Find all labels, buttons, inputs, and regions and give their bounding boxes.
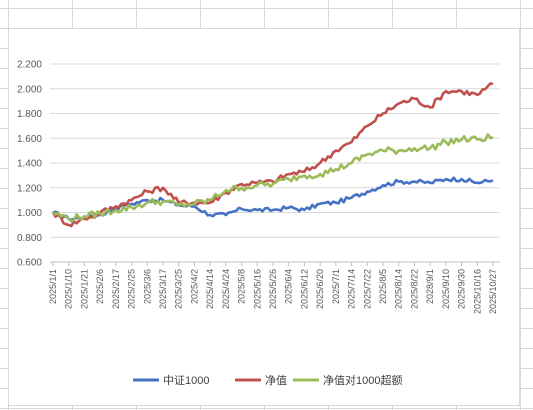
legend-label-2: 净值对1000超额 — [323, 373, 402, 387]
y-tick-label: 1.400 — [17, 159, 42, 170]
x-tick-label: 2025/10/16 — [472, 269, 482, 314]
x-tick-label: 2025/8/14 — [394, 269, 404, 309]
y-tick-label: 0.800 — [17, 233, 42, 244]
x-tick-label: 2025/9/30 — [457, 269, 467, 309]
x-tick-label: 2025/2/25 — [127, 269, 137, 309]
x-tick-label: 2025/3/17 — [158, 269, 168, 309]
y-tick-label: 1.800 — [17, 109, 42, 120]
y-tick-label: 1.600 — [17, 134, 42, 145]
x-tick-label: 2025/6/4 — [284, 269, 294, 304]
gridlines — [50, 63, 500, 263]
x-tick-label: 2025/3/6 — [142, 269, 152, 304]
series-line-2 — [52, 133, 494, 223]
legend-label-1: 净值 — [265, 373, 287, 387]
y-axis-ticks: 0.600 0.800 1.000 1.200 1.400 1.600 1.800 2.000… — [17, 60, 42, 269]
x-axis-ticks: 2025/1/1 2025/1/10 2025/1/21 2025/2/6 2025/2… — [48, 261, 500, 314]
x-tick-label: 2025/4/24 — [221, 269, 231, 309]
x-tick-label: 2025/5/26 — [268, 269, 278, 309]
y-tick-label: 2.200 — [17, 60, 42, 71]
x-tick-label: 2025/7/1 — [331, 269, 341, 304]
y-tick-label: 1.200 — [17, 183, 42, 194]
x-tick-label: 2025/6/20 — [315, 269, 325, 309]
x-tick-label: 2025/2/6 — [95, 269, 105, 304]
x-tick-label: 2025/4/14 — [205, 269, 215, 309]
x-tick-label: 2025/10/27 — [488, 269, 498, 314]
x-tick-label: 2025/7/22 — [362, 269, 372, 309]
x-tick-label: 2025/8/5 — [378, 269, 388, 304]
x-tick-label: 2025/4/2 — [189, 269, 199, 304]
legend-label-0: 中证1000 — [163, 374, 209, 387]
x-tick-label: 2025/1/21 — [79, 269, 89, 309]
y-tick-label: 2.000 — [17, 84, 42, 95]
x-tick-label: 2025/5/16 — [252, 269, 262, 309]
y-tick-label: 1.000 — [17, 208, 42, 219]
x-tick-label: 2025/3/25 — [174, 269, 184, 309]
x-tick-label: 2025/2/17 — [111, 269, 121, 309]
x-tick-label: 2025/6/12 — [299, 269, 309, 309]
legend: 中证1000 净值 净值对1000超额 — [133, 373, 402, 387]
x-tick-label: 2025/5/8 — [237, 269, 247, 304]
series-lines — [51, 82, 494, 228]
x-tick-label: 2025/8/22 — [409, 269, 419, 309]
x-tick-label: 2025/9/10 — [441, 269, 451, 309]
series-line-1 — [51, 82, 494, 228]
x-tick-label: 2028/9/1 — [425, 269, 435, 304]
x-tick-label: 2025/1/1 — [48, 269, 58, 304]
x-tick-label: 2025/1/10 — [64, 269, 74, 309]
x-tick-label: 2025/7/14 — [347, 269, 357, 309]
y-tick-label: 0.600 — [17, 258, 42, 269]
